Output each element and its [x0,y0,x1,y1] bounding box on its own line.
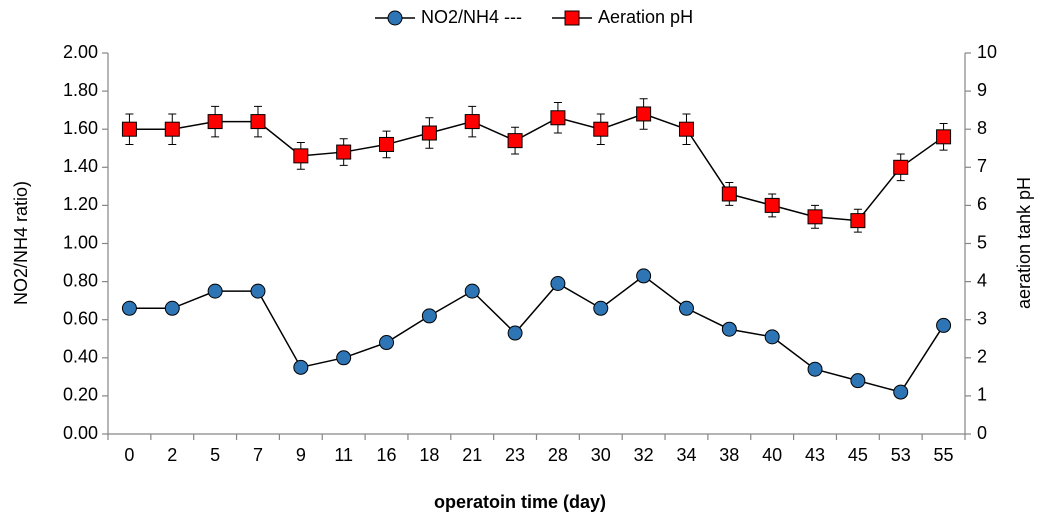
x-axis-title: operatoin time (day) [434,492,606,512]
x-tick-label: 32 [634,445,654,465]
y2-tick-label: 3 [977,308,987,328]
y2-tick-label: 8 [977,118,987,138]
data-point [721,186,737,202]
data-point [893,159,909,175]
x-tick-label: 55 [934,445,954,465]
data-point [550,276,566,292]
data-point [507,325,523,341]
y-tick-label: 1.60 [63,118,98,138]
x-tick-label: 53 [891,445,911,465]
data-point [893,384,909,400]
y-tick-label: 1.40 [63,156,98,176]
data-point [593,300,609,316]
data-point [507,133,523,149]
y-tick-label: 1.00 [63,232,98,252]
data-point [164,300,180,316]
y2-tick-label: 2 [977,347,987,367]
x-tick-label: 43 [805,445,825,465]
x-tick-label: 0 [124,445,134,465]
data-point [764,197,780,213]
y-tick-label: 0.60 [63,308,98,328]
x-tick-label: 2 [167,445,177,465]
y2-tick-label: 9 [977,80,987,100]
y-tick-label: 2.00 [63,42,98,62]
x-tick-label: 28 [548,445,568,465]
y2-axis-title: aeration tank pH [1014,177,1034,309]
data-point [121,121,137,137]
y-tick-label: 0.00 [63,423,98,443]
x-tick-label: 5 [210,445,220,465]
data-point [593,121,609,137]
data-point [850,373,866,389]
x-tick-label: 11 [334,445,353,465]
y-tick-label: 0.40 [63,347,98,367]
y2-tick-label: 7 [977,156,987,176]
data-point [678,121,694,137]
legend-label: Aeration pH [598,7,693,27]
data-point [936,129,952,145]
y2-tick-label: 6 [977,194,987,214]
data-point [207,114,223,130]
data-point [336,350,352,366]
y2-tick-label: 1 [977,385,987,405]
x-tick-label: 9 [296,445,306,465]
y-axis-title: NO2/NH4 ratio) [11,181,31,305]
y2-tick-label: 5 [977,232,987,252]
data-point [421,125,437,141]
series-line [129,274,945,393]
y2-tick-label: 0 [977,423,987,443]
x-tick-label: 38 [719,445,739,465]
x-tick-label: 18 [419,445,439,465]
data-point [464,114,480,130]
data-point [464,283,480,299]
data-point [636,106,652,122]
data-point [379,335,395,351]
x-tick-label: 23 [505,445,525,465]
x-tick-label: 45 [848,445,868,465]
y2-tick-label: 10 [977,42,997,62]
legend-marker [387,10,403,26]
y-tick-label: 0.20 [63,385,98,405]
data-point [293,359,309,375]
data-point [850,213,866,229]
data-point [121,300,137,316]
data-point [250,283,266,299]
data-point [936,317,952,333]
data-point [164,121,180,137]
data-point [807,361,823,377]
data-point [550,110,566,126]
data-point [721,321,737,337]
legend-marker [564,10,580,26]
x-tick-label: 16 [377,445,397,465]
x-tick-label: 30 [591,445,611,465]
data-point [207,283,223,299]
y-tick-label: 1.80 [63,80,98,100]
x-tick-label: 7 [253,445,263,465]
x-tick-label: 21 [462,445,482,465]
data-point [807,209,823,225]
x-tick-label: 40 [762,445,782,465]
data-point [764,329,780,345]
y-tick-label: 0.80 [63,270,98,290]
y-tick-label: 1.20 [63,194,98,214]
data-point [250,114,266,130]
data-point [336,144,352,160]
series-line [129,113,945,222]
data-point [293,148,309,164]
x-tick-label: 34 [676,445,696,465]
legend-label: NO2/NH4 --- [421,7,522,27]
y2-tick-label: 4 [977,270,987,290]
data-point [678,300,694,316]
data-point [421,308,437,324]
data-point [636,268,652,284]
data-point [379,136,395,152]
